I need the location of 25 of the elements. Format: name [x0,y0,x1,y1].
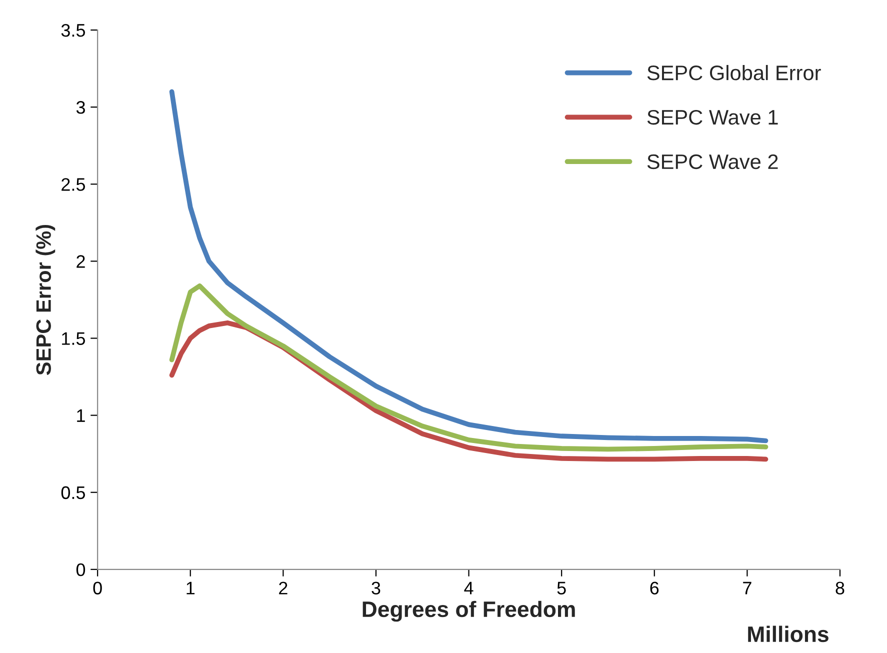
y-axis-title: SEPC Error (%) [36,224,56,375]
x-tick-label: 5 [557,582,566,594]
y-tick-label: 1.5 [62,332,86,345]
x-tick-label: 8 [836,582,844,594]
legend-label: SEPC Wave 1 [647,110,778,125]
legend-label: SEPC Global Error [647,64,821,80]
y-tick-label: 1 [77,409,85,422]
y-tick-label: 3 [76,101,85,114]
legend-label: SEPC Wave 2 [647,154,778,170]
x-tick-label: 4 [464,582,474,594]
x-tick-label: 7 [743,582,752,594]
y-tick-label: 3.5 [61,24,86,37]
y-tick-label: 2.5 [62,178,86,191]
y-tick-label: 2 [76,255,85,268]
x-tick-label: 1 [186,582,195,594]
line-series [169,89,768,444]
x-tick-label: 3 [372,582,380,594]
x-tick-label: 2 [279,582,288,594]
x-axis-title: Degrees of Freedom [362,600,575,622]
y-tick-label: 0.5 [61,486,86,500]
y-tick-label: 0 [76,563,86,576]
x-tick-label: 6 [650,582,659,594]
text: Millions [748,626,828,642]
line-series [169,283,768,452]
x-tick-label: 0 [93,582,102,594]
